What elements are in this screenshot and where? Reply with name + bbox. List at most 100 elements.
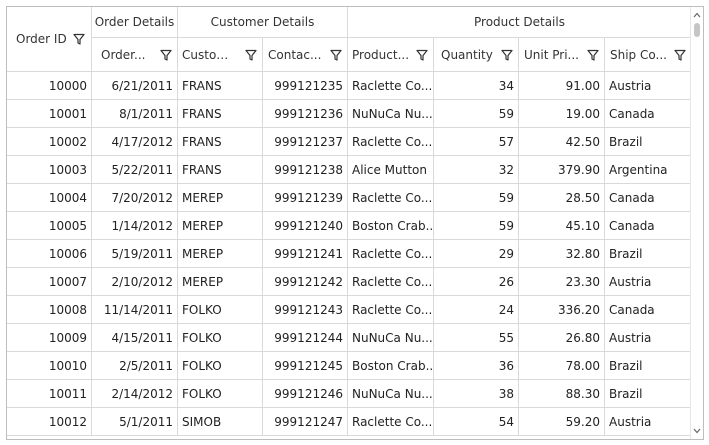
cell-customer[interactable]: MEREP	[178, 240, 263, 268]
cell-customer[interactable]: FRANS	[178, 128, 263, 156]
cell-contact[interactable]: 999121242	[263, 268, 348, 296]
cell-order-id[interactable]: 10011	[7, 380, 92, 408]
cell-contact[interactable]: 999121246	[263, 380, 348, 408]
column-header-customer[interactable]: Custom...	[178, 38, 263, 72]
cell-unit-price[interactable]: 59.20	[519, 408, 605, 436]
cell-quantity[interactable]: 59	[434, 100, 519, 128]
cell-unit-price[interactable]: 88.30	[519, 380, 605, 408]
cell-ship-country[interactable]: Austria	[605, 268, 691, 296]
cell-product[interactable]: Raclette Co...	[348, 72, 434, 100]
filter-icon[interactable]	[330, 49, 342, 61]
table-row[interactable]: 10009 4/15/2011 FOLKO 999121244 NuNuCa Nu...…	[7, 324, 691, 352]
table-row[interactable]: 10001 8/1/2011 FRANS 999121236 NuNuCa Nu... 5…	[7, 100, 691, 128]
cell-customer[interactable]: FRANS	[178, 156, 263, 184]
column-header-order-date[interactable]: Order...	[92, 38, 178, 72]
table-row[interactable]: 10008 11/14/2011 FOLKO 999121243 Raclette Co…	[7, 296, 691, 324]
cell-contact[interactable]: 999121247	[263, 408, 348, 436]
cell-product[interactable]: Raclette Co...	[348, 268, 434, 296]
cell-order-id[interactable]: 10000	[7, 72, 92, 100]
cell-customer[interactable]: MEREP	[178, 212, 263, 240]
cell-customer[interactable]: MEREP	[178, 268, 263, 296]
cell-order-date[interactable]: 5/1/2011	[92, 408, 178, 436]
cell-quantity[interactable]: 38	[434, 380, 519, 408]
cell-ship-country[interactable]: Brazil	[605, 240, 691, 268]
cell-order-date[interactable]: 5/19/2011	[92, 240, 178, 268]
cell-quantity[interactable]: 57	[434, 128, 519, 156]
table-row[interactable]: 10012 5/1/2011 SIMOB 999121247 Raclette Co..…	[7, 408, 691, 436]
cell-unit-price[interactable]: 379.90	[519, 156, 605, 184]
cell-order-date[interactable]: 7/20/2012	[92, 184, 178, 212]
filter-icon[interactable]	[501, 49, 513, 61]
cell-contact[interactable]: 999121243	[263, 296, 348, 324]
cell-quantity[interactable]: 55	[434, 324, 519, 352]
filter-icon[interactable]	[587, 49, 599, 61]
cell-product[interactable]: Boston Crab...	[348, 212, 434, 240]
cell-contact[interactable]: 999121236	[263, 100, 348, 128]
cell-ship-country[interactable]: Austria	[605, 324, 691, 352]
cell-order-id[interactable]: 10004	[7, 184, 92, 212]
cell-contact[interactable]: 999121241	[263, 240, 348, 268]
cell-order-id[interactable]: 10012	[7, 408, 92, 436]
cell-ship-country[interactable]: Brazil	[605, 380, 691, 408]
cell-quantity[interactable]: 32	[434, 156, 519, 184]
cell-ship-country[interactable]: Canada	[605, 212, 691, 240]
cell-order-id[interactable]: 10006	[7, 240, 92, 268]
cell-product[interactable]: Raclette Co...	[348, 184, 434, 212]
cell-contact[interactable]: 999121239	[263, 184, 348, 212]
cell-unit-price[interactable]: 78.00	[519, 352, 605, 380]
cell-order-date[interactable]: 2/14/2012	[92, 380, 178, 408]
cell-product[interactable]: NuNuCa Nu...	[348, 100, 434, 128]
table-row[interactable]: 10004 7/20/2012 MEREP 999121239 Raclette Co.…	[7, 184, 691, 212]
column-header-unit-price[interactable]: Unit Pri...	[519, 38, 605, 72]
cell-customer[interactable]: FOLKO	[178, 296, 263, 324]
cell-unit-price[interactable]: 45.10	[519, 212, 605, 240]
cell-order-date[interactable]: 5/22/2011	[92, 156, 178, 184]
cell-unit-price[interactable]: 28.50	[519, 184, 605, 212]
table-row[interactable]: 10003 5/22/2011 FRANS 999121238 Alice Mutton…	[7, 156, 691, 184]
cell-product[interactable]: NuNuCa Nu...	[348, 380, 434, 408]
cell-quantity[interactable]: 36	[434, 352, 519, 380]
cell-quantity[interactable]: 24	[434, 296, 519, 324]
cell-unit-price[interactable]: 19.00	[519, 100, 605, 128]
cell-order-id[interactable]: 10009	[7, 324, 92, 352]
cell-unit-price[interactable]: 91.00	[519, 72, 605, 100]
cell-ship-country[interactable]: Canada	[605, 100, 691, 128]
cell-contact[interactable]: 999121240	[263, 212, 348, 240]
cell-product[interactable]: Alice Mutton	[348, 156, 434, 184]
cell-customer[interactable]: FRANS	[178, 100, 263, 128]
cell-ship-country[interactable]: Austria	[605, 72, 691, 100]
cell-order-id[interactable]: 10002	[7, 128, 92, 156]
scroll-up-arrow-icon[interactable]	[691, 9, 703, 21]
cell-contact[interactable]: 999121244	[263, 324, 348, 352]
cell-quantity[interactable]: 54	[434, 408, 519, 436]
cell-unit-price[interactable]: 42.50	[519, 128, 605, 156]
cell-quantity[interactable]: 59	[434, 184, 519, 212]
table-row[interactable]: 10000 6/21/2011 FRANS 999121235 Raclette Co.…	[7, 72, 691, 100]
cell-ship-country[interactable]: Canada	[605, 184, 691, 212]
cell-ship-country[interactable]: Canada	[605, 296, 691, 324]
cell-ship-country[interactable]: Brazil	[605, 352, 691, 380]
cell-order-date[interactable]: 2/5/2011	[92, 352, 178, 380]
cell-ship-country[interactable]: Argentina	[605, 156, 691, 184]
cell-ship-country[interactable]: Austria	[605, 408, 691, 436]
cell-unit-price[interactable]: 23.30	[519, 268, 605, 296]
cell-order-date[interactable]: 4/17/2012	[92, 128, 178, 156]
cell-product[interactable]: Raclette Co...	[348, 240, 434, 268]
table-row[interactable]: 10011 2/14/2012 FOLKO 999121246 NuNuCa Nu...…	[7, 380, 691, 408]
filter-icon[interactable]	[416, 49, 428, 61]
cell-order-id[interactable]: 10010	[7, 352, 92, 380]
cell-order-date[interactable]: 6/21/2011	[92, 72, 178, 100]
column-header-contact[interactable]: Contac...	[263, 38, 348, 72]
cell-unit-price[interactable]: 336.20	[519, 296, 605, 324]
cell-quantity[interactable]: 29	[434, 240, 519, 268]
cell-contact[interactable]: 999121238	[263, 156, 348, 184]
cell-contact[interactable]: 999121237	[263, 128, 348, 156]
table-row[interactable]: 10005 1/14/2012 MEREP 999121240 Boston Crab.…	[7, 212, 691, 240]
cell-customer[interactable]: SIMOB	[178, 408, 263, 436]
cell-order-id[interactable]: 10003	[7, 156, 92, 184]
cell-customer[interactable]: FOLKO	[178, 352, 263, 380]
cell-quantity[interactable]: 59	[434, 212, 519, 240]
cell-order-date[interactable]: 8/1/2011	[92, 100, 178, 128]
table-row[interactable]: 10006 5/19/2011 MEREP 999121241 Raclette Co.…	[7, 240, 691, 268]
cell-product[interactable]: Boston Crab...	[348, 352, 434, 380]
